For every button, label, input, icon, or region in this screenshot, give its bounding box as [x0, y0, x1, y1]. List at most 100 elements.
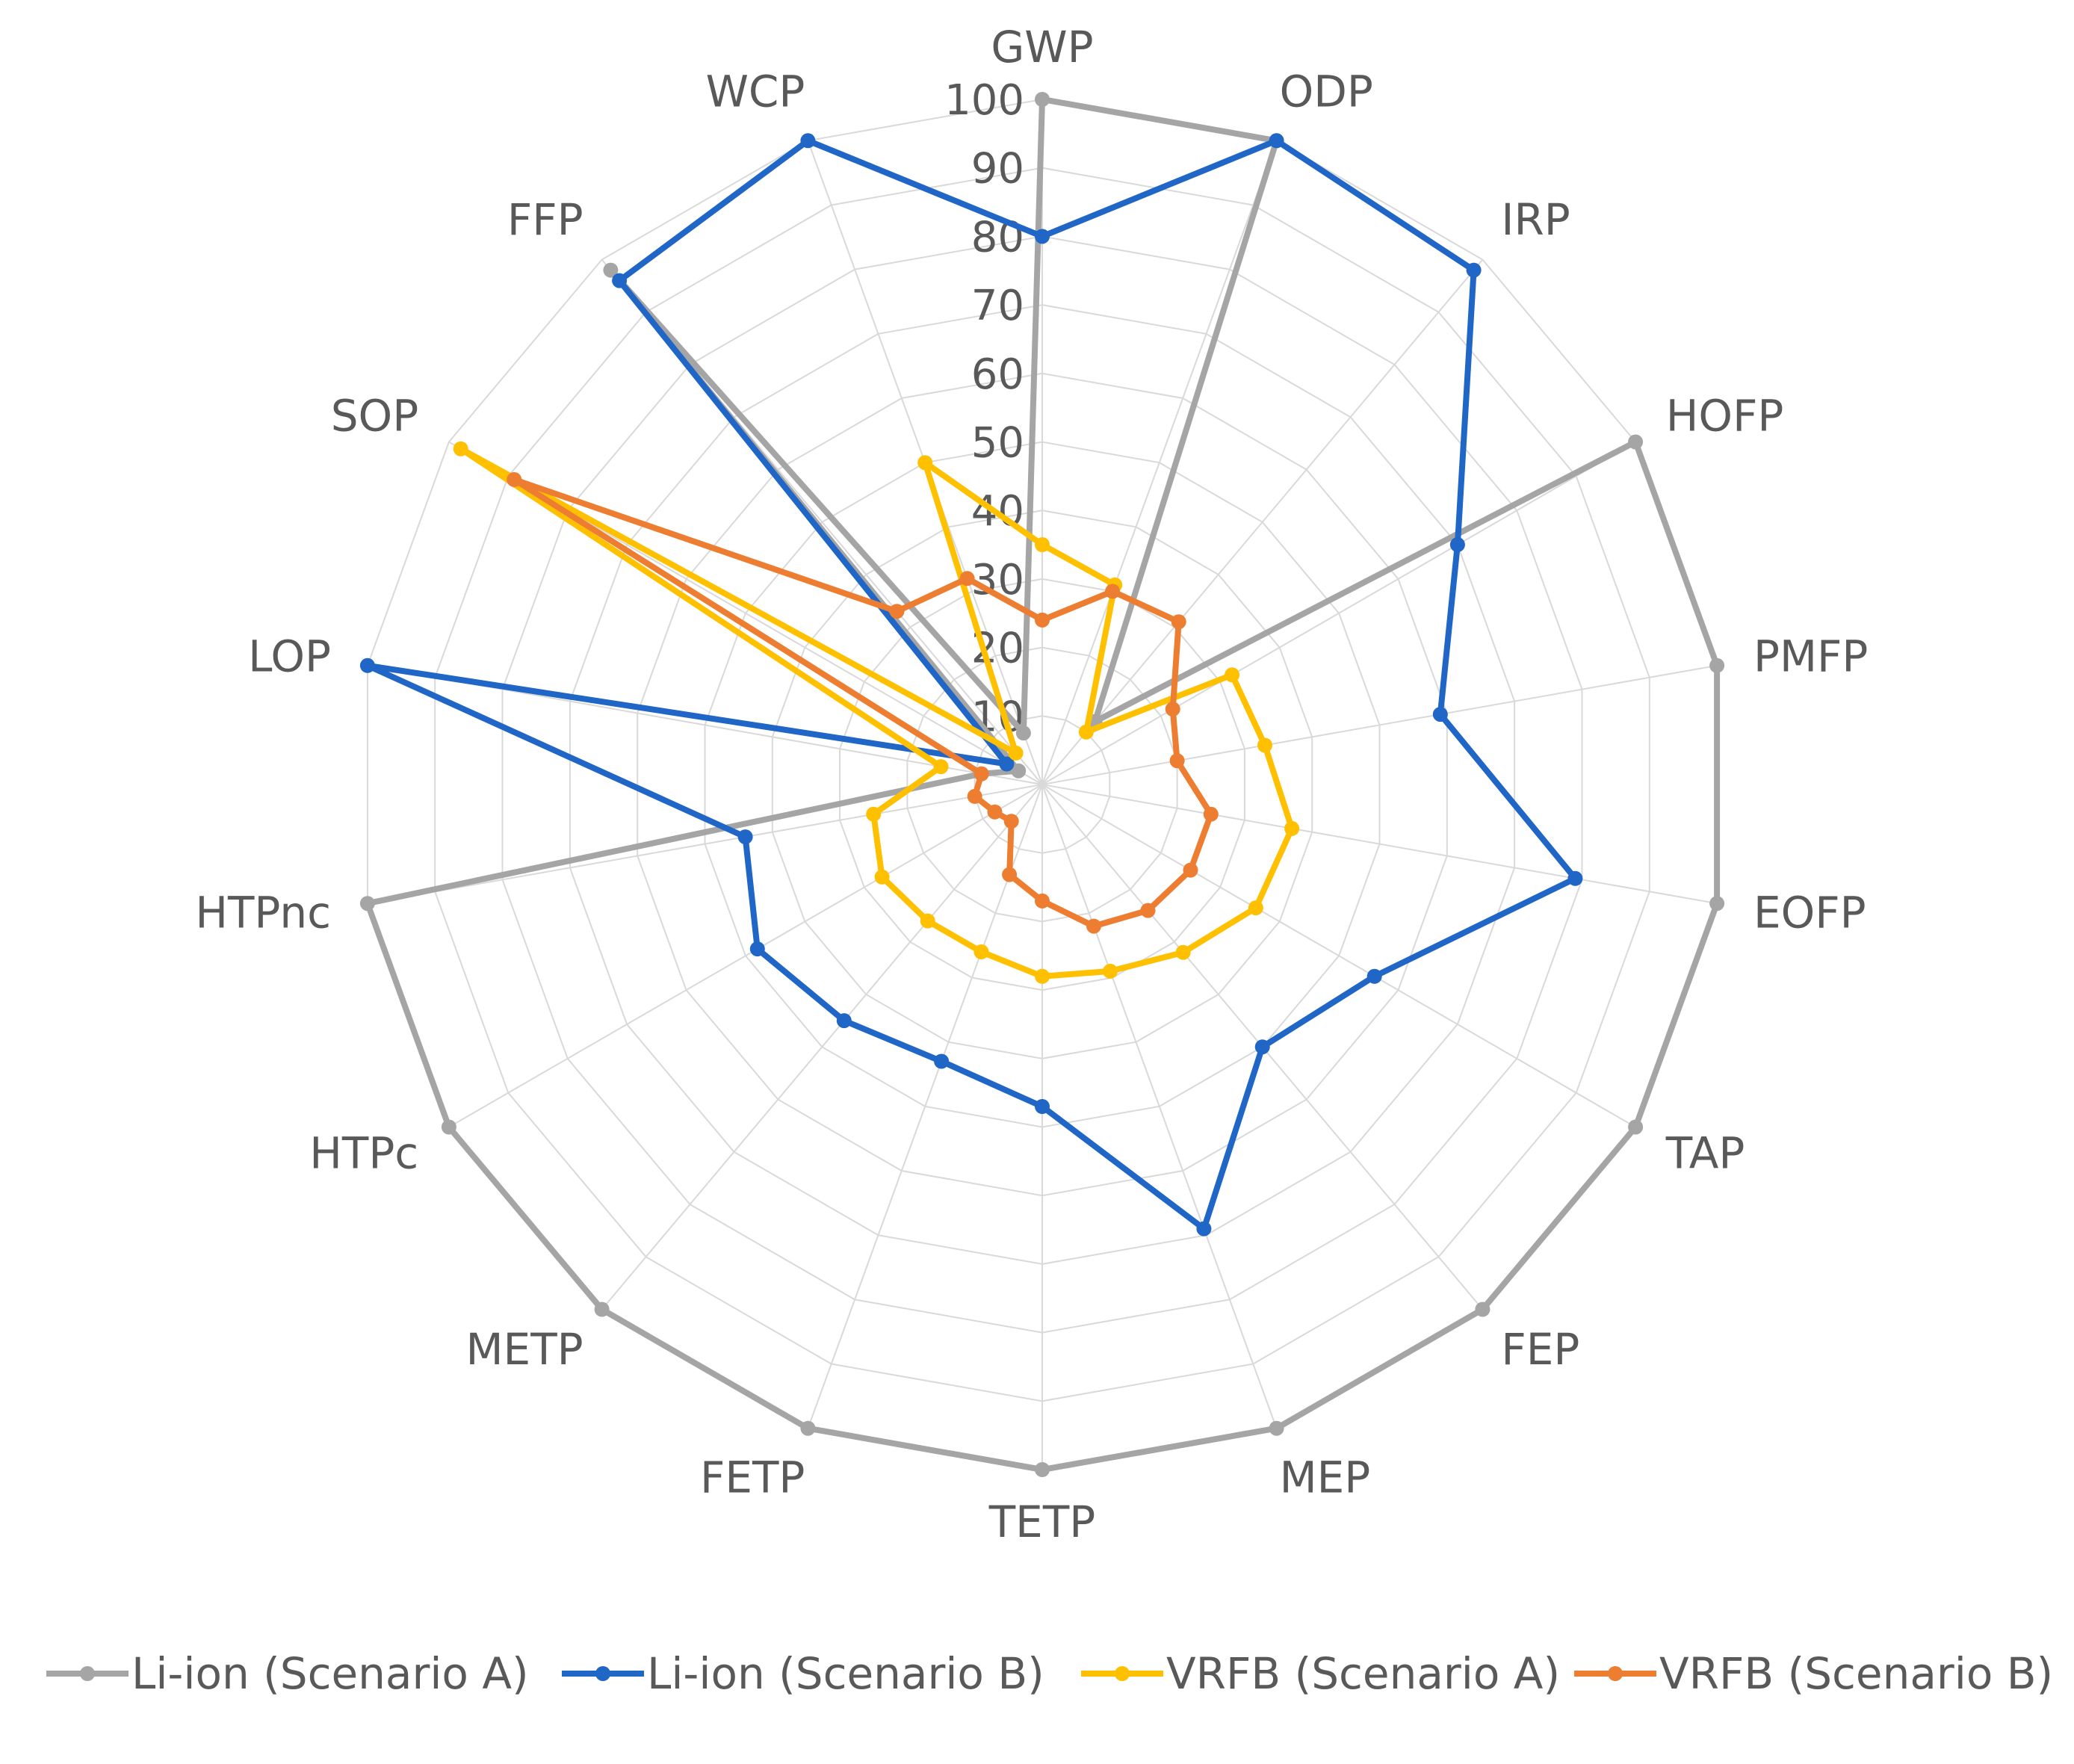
data-point-vrfb-scenario-a-lop — [933, 759, 949, 775]
data-point-vrfb-scenario-a-pmfp — [1257, 737, 1272, 753]
data-point-vrfb-scenario-a-mep — [1103, 963, 1118, 979]
axis-label-fetp: FETP — [700, 1452, 805, 1503]
data-point-vrfb-scenario-b-metp — [1003, 814, 1019, 829]
data-point-li-ion-scenario-a-wcp — [1015, 725, 1031, 741]
data-point-li-ion-scenario-a-eofp — [1709, 896, 1725, 912]
data-point-vrfb-scenario-b-odp — [1105, 584, 1121, 599]
spoke-mep — [1041, 784, 1278, 1429]
axis-label-irp: IRP — [1501, 194, 1570, 245]
spoke-fetp — [807, 784, 1043, 1429]
tick-label-50: 50 — [971, 419, 1024, 468]
spoke-htpnc — [367, 784, 1043, 905]
data-point-vrfb-scenario-b-fetp — [1002, 867, 1018, 882]
data-point-vrfb-scenario-b-pmfp — [1169, 753, 1185, 769]
data-point-vrfb-scenario-b-eofp — [1203, 806, 1219, 822]
axis-label-tetp: TETP — [988, 1497, 1095, 1547]
data-point-li-ion-scenario-b-wcp — [800, 133, 816, 149]
data-point-li-ion-scenario-a-tap — [1628, 1119, 1644, 1135]
axis-label-hofp: HOFP — [1666, 391, 1784, 442]
axis-label-gwp: GWP — [991, 22, 1093, 72]
data-point-vrfb-scenario-a-fep — [1175, 944, 1191, 960]
data-point-vrfb-scenario-a-htpc — [874, 869, 890, 885]
data-point-vrfb-scenario-b-lop — [973, 766, 989, 782]
data-point-vrfb-scenario-b-ffp — [889, 604, 905, 619]
data-point-vrfb-scenario-b-gwp — [1035, 612, 1050, 628]
data-point-li-ion-scenario-a-sop — [1011, 763, 1027, 779]
data-point-li-ion-scenario-a-fetp — [800, 1420, 816, 1436]
axis-label-mep: MEP — [1280, 1452, 1371, 1503]
data-point-vrfb-scenario-b-wcp — [959, 571, 975, 587]
data-point-li-ion-scenario-a-htpnc — [359, 896, 375, 912]
data-point-li-ion-scenario-b-irp — [1466, 262, 1482, 278]
data-point-li-ion-scenario-b-tetp — [1035, 1099, 1050, 1114]
legend-swatch-marker — [595, 1666, 610, 1681]
data-point-vrfb-scenario-b-mep — [1086, 918, 1101, 934]
data-point-li-ion-scenario-b-hofp — [1449, 537, 1465, 552]
data-point-li-ion-scenario-b-fep — [1254, 1039, 1270, 1055]
axis-label-eofp: EOFP — [1753, 887, 1866, 938]
axis-label-lop: LOP — [248, 631, 331, 682]
data-point-li-ion-scenario-b-ffp — [612, 273, 628, 288]
axis-label-ffp: FFP — [507, 194, 583, 245]
legend-swatch-marker — [80, 1666, 95, 1681]
data-point-vrfb-scenario-a-irp — [1078, 724, 1094, 740]
data-point-li-ion-scenario-b-odp — [1269, 133, 1284, 149]
data-point-vrfb-scenario-a-tetp — [1035, 968, 1050, 984]
tick-label-90: 90 — [971, 145, 1024, 194]
data-point-li-ion-scenario-a-mep — [1269, 1420, 1284, 1436]
legend-label: VRFB (Scenario B) — [1659, 1648, 2053, 1699]
axis-label-htpc: HTPc — [309, 1128, 418, 1179]
axis-label-tap: TAP — [1665, 1128, 1745, 1179]
axis-label-metp: METP — [466, 1324, 583, 1375]
data-point-vrfb-scenario-b-irp — [1171, 614, 1186, 630]
series-li-ion-scenario-b — [359, 133, 1583, 1237]
data-point-vrfb-scenario-a-tap — [1248, 900, 1263, 916]
data-series — [359, 92, 1725, 1477]
data-point-li-ion-scenario-a-tetp — [1035, 1462, 1050, 1477]
category-axis-labels: GWP ODP IRP HOFP PMFP EOFP TAP FEP MEP TETP FETP ME… — [195, 22, 1868, 1547]
legend-swatch-marker — [1115, 1666, 1130, 1681]
data-point-li-ion-scenario-b-pmfp — [1432, 707, 1448, 722]
data-point-li-ion-scenario-b-fetp — [934, 1053, 950, 1069]
data-point-vrfb-scenario-a-metp — [920, 913, 935, 929]
legend: Li-ion (Scenario A) Li-ion (Scenario B) VR… — [46, 1648, 2053, 1699]
data-point-vrfb-scenario-b-hofp — [1165, 702, 1180, 717]
data-point-li-ion-scenario-a-fep — [1475, 1302, 1491, 1317]
legend-swatch-marker — [1608, 1666, 1623, 1681]
series-vrfb-scenario-b — [507, 471, 1219, 934]
data-point-li-ion-scenario-a-htpc — [441, 1119, 456, 1135]
tick-label-100: 100 — [944, 76, 1024, 125]
spoke-irp — [1041, 259, 1484, 785]
data-point-vrfb-scenario-a-ffp — [1008, 745, 1024, 761]
data-point-li-ion-scenario-b-lop — [359, 657, 375, 673]
legend-item-vrfb-scenario-a: VRFB (Scenario A) — [1081, 1648, 1560, 1699]
data-point-li-ion-scenario-a-hofp — [1628, 434, 1644, 450]
axis-label-htpnc: HTPnc — [195, 887, 331, 938]
data-point-vrfb-scenario-a-fetp — [973, 944, 989, 959]
series-vrfb-scenario-a — [453, 441, 1300, 984]
spoke-tap — [1041, 784, 1636, 1128]
legend-item-vrfb-scenario-b: VRFB (Scenario B) — [1574, 1648, 2053, 1699]
data-point-li-ion-scenario-b-gwp — [1035, 229, 1050, 244]
data-point-li-ion-scenario-a-pmfp — [1709, 657, 1725, 673]
legend-label: Li-ion (Scenario A) — [131, 1648, 529, 1699]
data-point-vrfb-scenario-b-htpc — [987, 804, 1003, 820]
data-point-vrfb-scenario-a-htpnc — [866, 806, 882, 822]
data-point-li-ion-scenario-b-htpnc — [737, 829, 753, 845]
spoke-eofp — [1041, 784, 1718, 905]
data-point-vrfb-scenario-a-eofp — [1284, 820, 1300, 836]
axis-label-odp: ODP — [1280, 66, 1373, 117]
data-point-vrfb-scenario-b-htpnc — [967, 788, 982, 804]
legend-item-li-ion-scenario-a: Li-ion (Scenario A) — [46, 1648, 529, 1699]
spoke-metp — [601, 784, 1043, 1310]
legend-label: Li-ion (Scenario B) — [647, 1648, 1044, 1699]
data-point-li-ion-scenario-b-eofp — [1567, 870, 1583, 886]
legend-label: VRFB (Scenario A) — [1166, 1648, 1560, 1699]
data-point-li-ion-scenario-b-mep — [1196, 1221, 1212, 1237]
data-point-vrfb-scenario-b-tap — [1183, 862, 1198, 878]
axis-label-sop: SOP — [331, 391, 418, 442]
spoke-hofp — [1041, 441, 1636, 785]
legend-item-li-ion-scenario-b: Li-ion (Scenario B) — [562, 1648, 1044, 1699]
